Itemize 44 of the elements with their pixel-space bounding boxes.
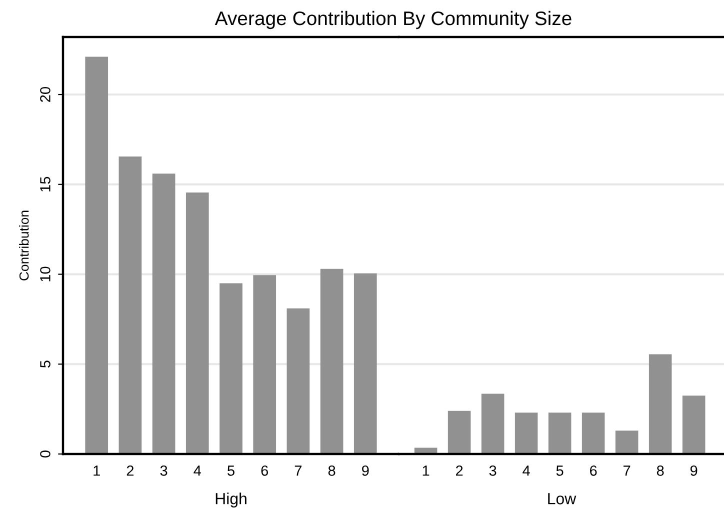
bar	[682, 396, 706, 454]
y-tick-label: 20	[40, 86, 50, 102]
bar	[220, 283, 242, 454]
bar	[186, 192, 209, 454]
x-tick-label: 3	[160, 465, 168, 476]
x-tick-label: 2	[126, 465, 134, 476]
bar	[85, 56, 108, 454]
x-tick-label: 5	[228, 466, 234, 476]
bar	[615, 430, 638, 454]
x-tick-label: 8	[656, 465, 664, 476]
x-tick-label: 6	[261, 465, 268, 476]
x-tick-label: 9	[690, 465, 698, 476]
x-tick-label: 1	[94, 466, 100, 476]
bar	[448, 410, 471, 454]
x-tick-label: 7	[624, 466, 630, 476]
bar	[481, 394, 504, 454]
y-tick-label: 15	[40, 176, 50, 192]
x-tick-label: 4	[522, 466, 530, 476]
x-tick-label: 9	[362, 465, 369, 476]
bar	[582, 412, 605, 454]
x-axis-title: Low	[548, 493, 576, 504]
bar	[253, 275, 276, 454]
x-tick-label: 1	[422, 466, 430, 476]
y-axis-title: Contribution	[19, 210, 29, 280]
bar	[514, 412, 538, 454]
y-tick-label: 0	[40, 450, 50, 458]
x-tick-label: 2	[456, 465, 463, 476]
bar	[548, 412, 572, 454]
chart-title: Average Contribution By Community Size	[214, 10, 572, 30]
x-tick-label: 3	[489, 465, 496, 476]
x-axis-title: High	[216, 492, 246, 508]
x-tick-label: 4	[194, 466, 202, 476]
x-tick-label: 5	[556, 466, 564, 476]
x-tick-label: 7	[294, 466, 302, 476]
bar	[118, 156, 142, 454]
y-tick-label: 5	[40, 360, 50, 368]
x-tick-label: 8	[328, 465, 336, 476]
bar	[152, 174, 176, 454]
bar	[286, 308, 310, 454]
bar	[320, 268, 344, 454]
x-tick-label: 6	[590, 465, 597, 476]
bar	[648, 354, 672, 454]
bar	[354, 273, 377, 454]
y-tick-label: 10	[40, 266, 50, 282]
